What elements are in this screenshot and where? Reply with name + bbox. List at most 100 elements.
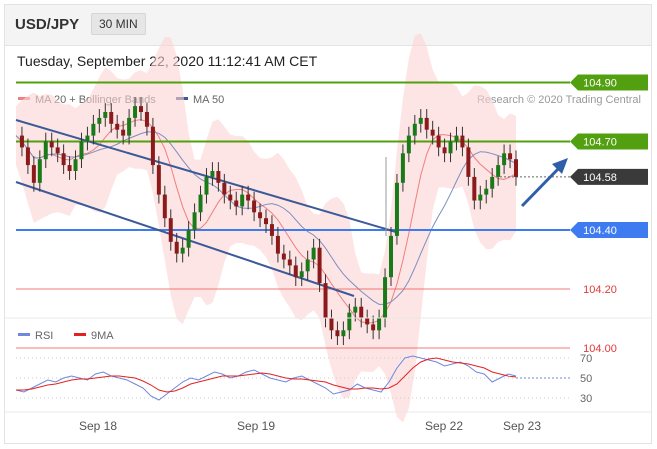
candle-body	[156, 165, 161, 195]
candle-body	[311, 247, 316, 260]
candle-body	[49, 141, 54, 148]
candle-body	[484, 188, 489, 195]
ma9-legend-swatch	[74, 333, 86, 336]
candle-body	[490, 176, 495, 189]
candle-body	[25, 147, 30, 166]
candle-body	[234, 200, 239, 207]
ma9-legend-label: 9MA	[91, 330, 114, 342]
candle-body	[121, 129, 126, 136]
candle-body	[317, 247, 322, 284]
candle-body	[168, 218, 173, 242]
candle-body	[508, 153, 513, 160]
level-104-20-label: 104.20	[583, 284, 617, 296]
candle-body	[281, 253, 286, 260]
candle-body	[347, 312, 352, 331]
candle-body	[264, 218, 268, 225]
price-candles	[19, 97, 518, 346]
chart-header: USD/JPY 30 MIN	[5, 5, 651, 46]
rsi-tick-70: 70	[580, 353, 592, 365]
candle-body	[150, 126, 155, 166]
candle-body	[275, 235, 280, 254]
candle-body	[389, 235, 393, 278]
level-104-40-label: 104.40	[583, 225, 617, 237]
candle-body	[466, 147, 471, 177]
timeframe-badge[interactable]: 30 MIN	[91, 13, 146, 35]
candle-body	[418, 117, 423, 124]
candle-body	[103, 112, 108, 118]
x-tick-label: Sep 18	[79, 419, 117, 433]
level-104-70-tag-shape	[570, 133, 648, 150]
candle-body	[133, 106, 138, 118]
level-104-58-label: 104.58	[583, 172, 617, 184]
candle-body	[19, 135, 24, 148]
rsi-legend-label: RSI	[35, 330, 53, 342]
candle-body	[204, 176, 209, 195]
candle-body	[472, 176, 477, 201]
candle-body	[144, 112, 149, 127]
candle-body	[436, 135, 441, 148]
level-104-40-tag: 104.40	[570, 222, 648, 238]
forecast-arrow-head	[552, 158, 568, 174]
candle-body	[192, 212, 197, 230]
candle-body	[400, 153, 405, 183]
candle-body	[406, 135, 411, 154]
rsi-panel: 70 50 30	[15, 353, 592, 405]
x-tick-label: Sep 22	[425, 419, 463, 433]
candle-body	[478, 194, 483, 201]
candle-body	[460, 135, 465, 148]
level-104-58-tag: 104.58	[570, 168, 648, 185]
candle-body	[299, 271, 304, 278]
candle-body	[198, 194, 203, 213]
candle-body	[210, 171, 215, 177]
rsi-line	[15, 355, 517, 401]
candle-body	[228, 194, 233, 201]
candle-body	[73, 159, 78, 171]
candle-body	[448, 141, 453, 154]
candle-body	[61, 153, 66, 166]
candle-body	[394, 182, 399, 236]
x-tick-label: Sep 23	[503, 419, 541, 433]
level-104-00-label: 104.00	[583, 343, 617, 355]
candle-body	[514, 159, 518, 177]
ma20-legend-swatch	[18, 97, 30, 100]
candle-body	[502, 153, 507, 166]
candle-body	[383, 277, 388, 319]
rsi-legend-swatch	[18, 333, 30, 336]
level-104-70-label: 104.70	[583, 137, 617, 149]
candle-body	[377, 318, 382, 331]
rsi-tick-50: 50	[580, 373, 592, 385]
candle-body	[127, 117, 132, 136]
candle-body	[269, 224, 274, 236]
level-104-70-tag: 104.70	[570, 133, 648, 150]
candle-body	[55, 147, 60, 154]
candle-body	[442, 147, 447, 154]
level-104-58-tag-shape	[570, 168, 648, 185]
candle-body	[365, 318, 370, 325]
candle-body	[37, 159, 42, 183]
x-tick-label: Sep 19	[237, 419, 275, 433]
currency-pair: USD/JPY	[15, 16, 80, 33]
candle-body	[341, 330, 346, 337]
candle-body	[454, 135, 459, 142]
candle-body	[222, 182, 227, 195]
candle-body	[359, 306, 364, 319]
candle-body	[162, 194, 167, 219]
candle-body	[97, 117, 102, 124]
candle-body	[85, 135, 90, 142]
x-axis: Sep 18 Sep 19 Sep 22 Sep 23	[5, 411, 651, 433]
candle-body	[109, 112, 114, 124]
level-104-40-tag-shape	[570, 222, 648, 238]
candle-body	[305, 259, 310, 272]
candle-body	[258, 212, 263, 219]
candle-body	[186, 230, 191, 248]
candle-body	[31, 165, 36, 183]
ma50-line	[15, 131, 517, 305]
candle-body	[412, 123, 417, 136]
candle-body	[424, 117, 429, 130]
candle-body	[353, 306, 358, 313]
candle-body	[91, 123, 96, 136]
candle-body	[329, 318, 334, 331]
candle-body	[67, 165, 72, 171]
candle-body	[43, 141, 48, 160]
